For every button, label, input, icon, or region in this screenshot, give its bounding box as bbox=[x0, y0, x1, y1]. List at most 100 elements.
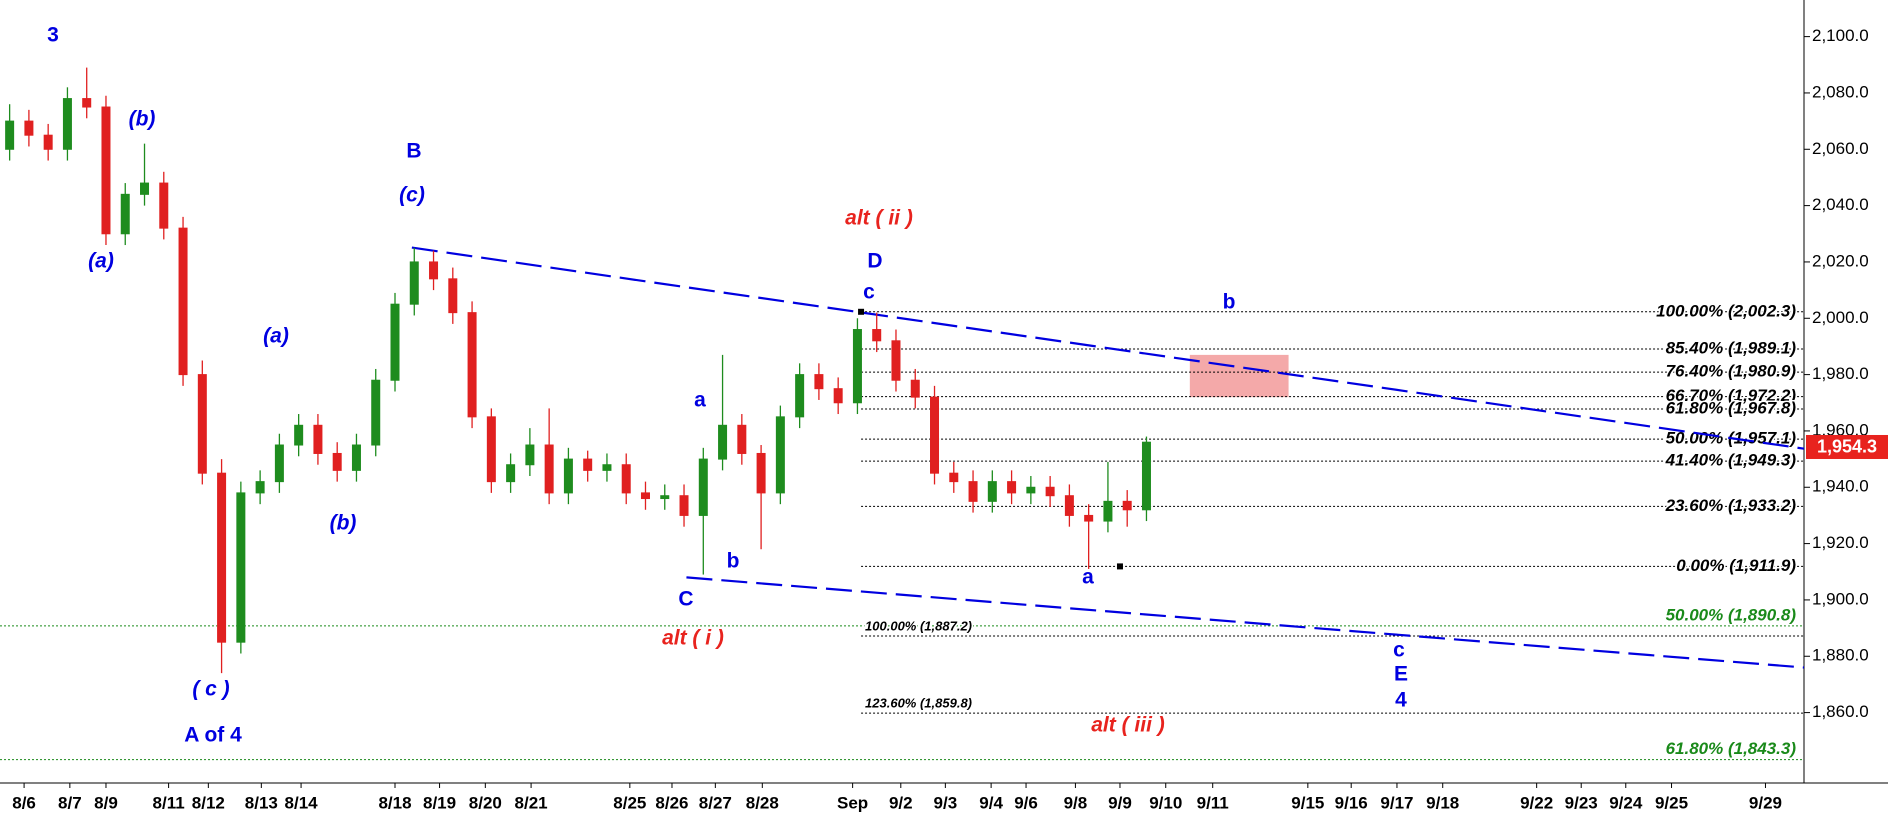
wave-label: b bbox=[727, 550, 740, 573]
fib-label: 66.70% (1,972.2) bbox=[1666, 386, 1797, 405]
candle-body bbox=[660, 495, 670, 500]
candle-body bbox=[1026, 486, 1036, 494]
candle-body bbox=[852, 329, 862, 404]
wave-label: (b) bbox=[129, 108, 156, 131]
candle-body bbox=[1103, 500, 1113, 522]
fib-label: 0.00% (1,911.9) bbox=[1676, 556, 1796, 575]
candle-body bbox=[910, 379, 920, 398]
candle-body bbox=[101, 106, 111, 235]
fib-label: 100.00% (1,887.2) bbox=[865, 618, 972, 633]
wave-label: E bbox=[1394, 663, 1408, 686]
candle-body bbox=[217, 472, 227, 643]
wave-label: (a) bbox=[88, 250, 114, 273]
candle-body bbox=[255, 481, 265, 494]
candle-body bbox=[120, 193, 130, 235]
x-tick-label: 9/29 bbox=[1749, 793, 1782, 812]
candle-body bbox=[814, 374, 824, 390]
x-tick-label: 9/8 bbox=[1064, 793, 1088, 812]
candle-body bbox=[62, 98, 72, 150]
x-tick-label: 8/7 bbox=[58, 793, 82, 812]
fib-label: 76.40% (1,980.9) bbox=[1666, 362, 1797, 381]
wave-label: a bbox=[1082, 566, 1094, 589]
candle-body bbox=[968, 481, 978, 502]
candle-body bbox=[795, 374, 805, 418]
x-tick-label: 8/18 bbox=[378, 793, 411, 812]
wave-label: ( c ) bbox=[192, 678, 229, 701]
candle-body bbox=[5, 120, 15, 150]
wave-label: 4 bbox=[1395, 689, 1407, 712]
candle-body bbox=[294, 424, 304, 446]
candle-body bbox=[506, 464, 516, 483]
y-tick-label: 1,980.0 bbox=[1812, 364, 1869, 383]
y-tick-label: 1,900.0 bbox=[1812, 589, 1869, 608]
wave-label: A of 4 bbox=[184, 724, 242, 747]
candle-body bbox=[1045, 486, 1055, 497]
candle-body bbox=[640, 492, 650, 500]
x-tick-label: 8/27 bbox=[699, 793, 732, 812]
candle-body bbox=[583, 458, 593, 471]
x-tick-label: 8/13 bbox=[245, 793, 278, 812]
wave-label: alt ( iii ) bbox=[1091, 714, 1165, 737]
y-tick-label: 2,040.0 bbox=[1812, 195, 1869, 214]
candle-body bbox=[467, 312, 477, 418]
candle-body bbox=[544, 444, 554, 494]
candle-body bbox=[371, 379, 381, 446]
x-tick-label: 9/25 bbox=[1655, 793, 1688, 812]
candle-body bbox=[24, 120, 34, 136]
candle-body bbox=[987, 481, 997, 502]
x-tick-label: 9/3 bbox=[934, 793, 958, 812]
wave-label: (b) bbox=[330, 512, 357, 535]
x-tick-label: 9/16 bbox=[1335, 793, 1368, 812]
target-zone bbox=[1189, 354, 1289, 398]
wave-label: (c) bbox=[399, 184, 425, 207]
candle-body bbox=[486, 416, 496, 483]
fib-label: 61.80% (1,843.3) bbox=[1666, 739, 1797, 758]
candle-body bbox=[602, 464, 612, 471]
candle-body bbox=[756, 452, 766, 494]
candle-body bbox=[930, 396, 940, 474]
y-tick-label: 1,920.0 bbox=[1812, 533, 1869, 552]
wave-label: C bbox=[678, 588, 693, 611]
x-tick-label: 9/6 bbox=[1014, 793, 1038, 812]
candle-body bbox=[429, 261, 439, 280]
x-tick-label: 8/14 bbox=[285, 793, 319, 812]
last-price-box bbox=[1806, 434, 1888, 459]
fib-label: 41.40% (1,949.3) bbox=[1665, 451, 1797, 470]
x-tick-label: 8/28 bbox=[746, 793, 779, 812]
x-tick-label: 8/19 bbox=[423, 793, 456, 812]
x-tick-label: 8/25 bbox=[613, 793, 646, 812]
wave-label: alt ( i ) bbox=[662, 627, 724, 650]
fib-label: 50.00% (1,890.8) bbox=[1666, 605, 1797, 624]
pivot-marker bbox=[1116, 563, 1123, 570]
candle-body bbox=[737, 424, 747, 454]
candle-body bbox=[1084, 514, 1094, 522]
y-tick-label: 1,880.0 bbox=[1812, 646, 1869, 665]
y-tick-label: 1,960.0 bbox=[1812, 420, 1869, 439]
x-tick-label: 9/15 bbox=[1291, 793, 1324, 812]
candle-body bbox=[698, 458, 708, 516]
x-tick-label: 9/22 bbox=[1520, 793, 1553, 812]
candle-body bbox=[775, 416, 785, 494]
candle-body bbox=[1141, 441, 1151, 511]
x-tick-label: 8/6 bbox=[12, 793, 36, 812]
x-tick-label: 9/2 bbox=[889, 793, 913, 812]
y-tick-label: 2,060.0 bbox=[1812, 139, 1869, 158]
x-tick-label: 8/20 bbox=[469, 793, 502, 812]
fib-label: 23.60% (1,933.2) bbox=[1665, 496, 1797, 515]
x-tick-label: 9/4 bbox=[979, 793, 1003, 812]
wave-label: b bbox=[1223, 291, 1236, 314]
candle-body bbox=[718, 424, 728, 460]
candle-body bbox=[140, 182, 150, 195]
x-tick-label: 8/21 bbox=[515, 793, 548, 812]
x-tick-label: 9/9 bbox=[1108, 793, 1132, 812]
y-tick-label: 2,080.0 bbox=[1812, 82, 1869, 101]
candle-body bbox=[43, 134, 53, 150]
trendline bbox=[686, 576, 1805, 669]
candle-body bbox=[949, 472, 959, 483]
x-tick-label: 9/11 bbox=[1197, 793, 1229, 812]
candle-body bbox=[409, 261, 419, 305]
y-tick-label: 1,940.0 bbox=[1812, 477, 1869, 496]
candle-body bbox=[178, 227, 188, 376]
